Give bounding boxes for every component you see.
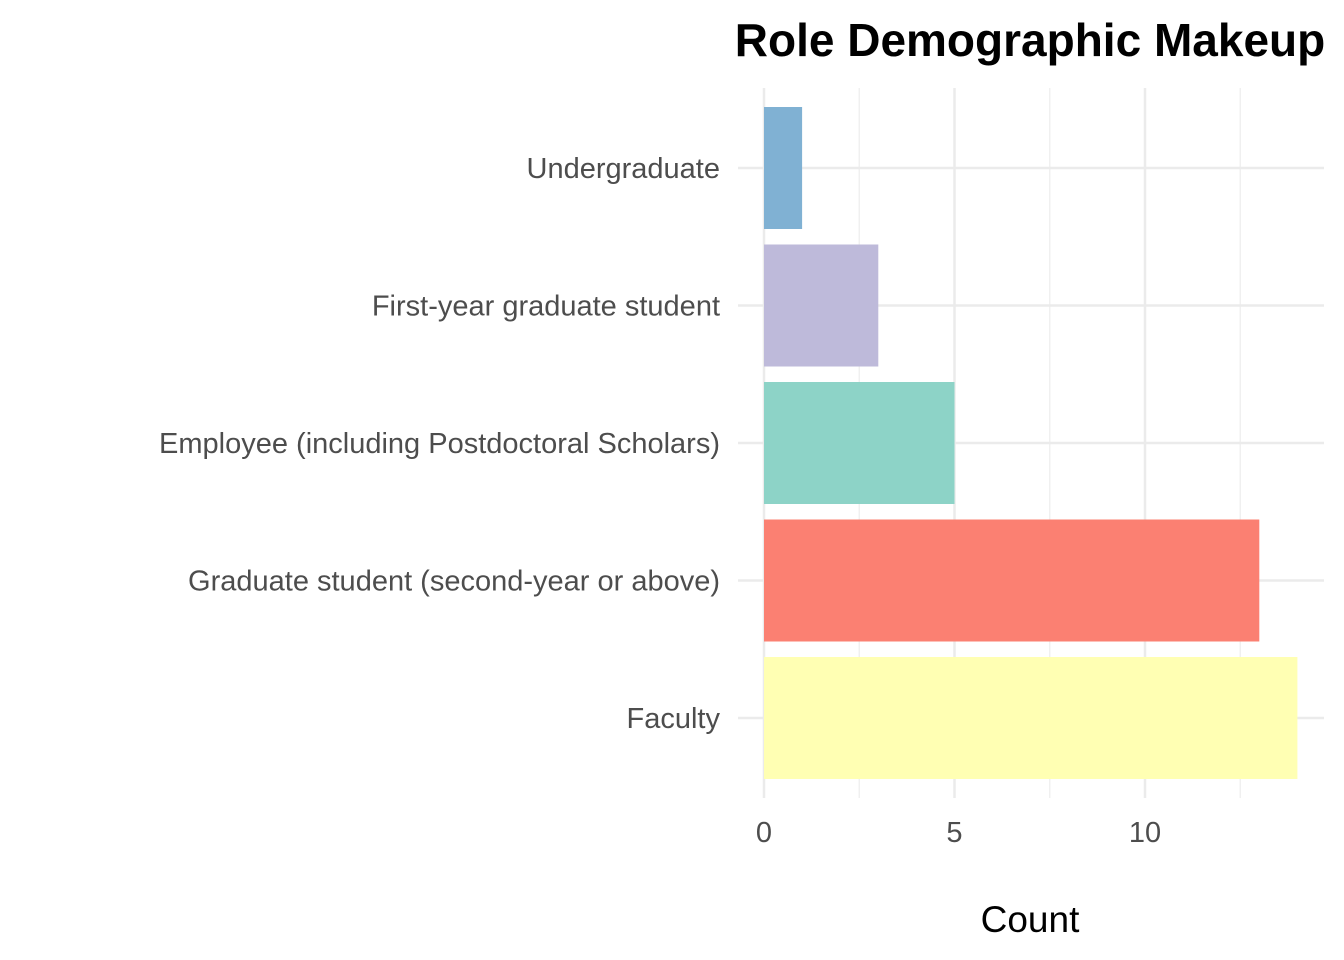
bar xyxy=(764,657,1298,779)
category-labels: Undergraduate First-year graduate student… xyxy=(159,153,720,735)
category-label: Undergraduate xyxy=(527,153,720,185)
category-label: Graduate student (second-year or above) xyxy=(188,566,720,598)
bar xyxy=(764,382,955,504)
category-label: Employee (including Postdoctoral Scholar… xyxy=(159,428,720,460)
bar xyxy=(764,107,803,229)
category-label: First-year graduate student xyxy=(372,291,720,323)
category-label: Faculty xyxy=(627,703,721,735)
x-tick-label: 0 xyxy=(756,817,772,849)
bar xyxy=(764,244,879,367)
x-tick-labels: 0 5 10 xyxy=(756,817,1161,849)
bar xyxy=(764,519,1260,642)
x-tick-label: 5 xyxy=(946,817,962,849)
x-tick-label: 10 xyxy=(1129,817,1161,849)
x-axis-title: Count xyxy=(981,899,1080,940)
bars xyxy=(764,107,1298,779)
chart-title: Role Demographic Makeup xyxy=(735,14,1325,66)
